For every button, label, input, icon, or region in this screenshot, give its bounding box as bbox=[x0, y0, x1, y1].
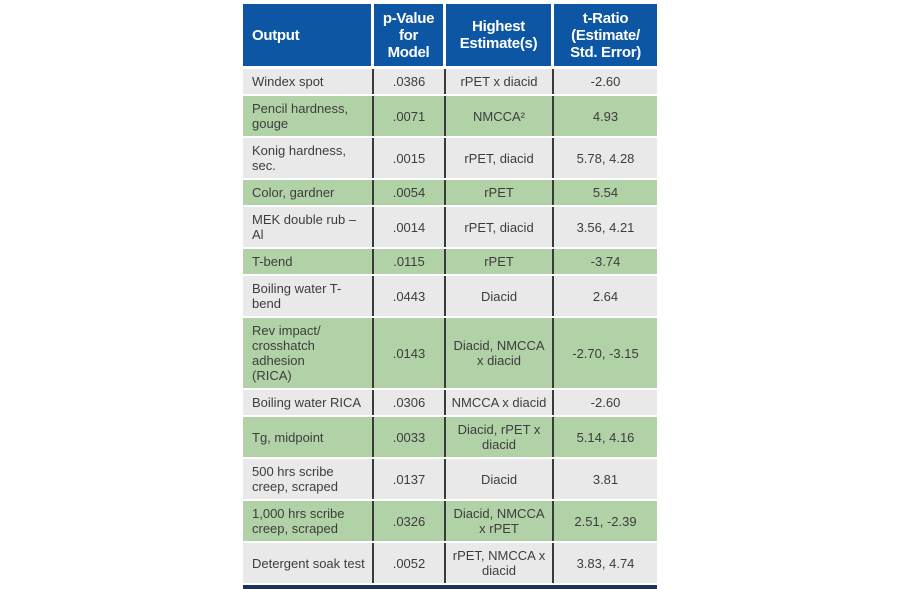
cell-p-value: .0306 bbox=[374, 390, 446, 415]
cell-p-value: .0071 bbox=[374, 96, 446, 136]
cell-p-value: .0015 bbox=[374, 138, 446, 178]
cell-p-value: .0143 bbox=[374, 318, 446, 388]
table-row: Windex spot .0386 rPET x diacid -2.60 bbox=[243, 69, 657, 94]
cell-t-ratio: 3.81 bbox=[554, 459, 657, 499]
table-row: T-bend .0115 rPET -3.74 bbox=[243, 249, 657, 274]
cell-p-value: .0054 bbox=[374, 180, 446, 205]
cell-estimate: rPET x diacid bbox=[446, 69, 554, 94]
cell-p-value: .0137 bbox=[374, 459, 446, 499]
cell-t-ratio: 5.14, 4.16 bbox=[554, 417, 657, 457]
cell-estimate: Diacid, NMCCA x rPET bbox=[446, 501, 554, 541]
cell-output: Pencil hardness, gouge bbox=[243, 96, 374, 136]
cell-output: Konig hardness, sec. bbox=[243, 138, 374, 178]
cell-p-value: .0115 bbox=[374, 249, 446, 274]
cell-output: Detergent soak test bbox=[243, 543, 374, 583]
cell-t-ratio: 5.54 bbox=[554, 180, 657, 205]
header-output: Output bbox=[243, 4, 374, 66]
cell-p-value: .0443 bbox=[374, 276, 446, 316]
cell-t-ratio: -2.60 bbox=[554, 390, 657, 415]
cell-p-value: .0033 bbox=[374, 417, 446, 457]
cell-estimate: Diacid, rPET x diacid bbox=[446, 417, 554, 457]
cell-t-ratio: 3.83, 4.74 bbox=[554, 543, 657, 583]
cell-output: Boiling water T-bend bbox=[243, 276, 374, 316]
header-t-ratio: t-Ratio (Estimate/ Std. Error) bbox=[554, 4, 657, 66]
cell-p-value: .0052 bbox=[374, 543, 446, 583]
cell-t-ratio: 5.78, 4.28 bbox=[554, 138, 657, 178]
cell-output: Rev impact/ crosshatch adhesion (RICA) bbox=[243, 318, 374, 388]
cell-output: Windex spot bbox=[243, 69, 374, 94]
table-header: Output p-Value for Model Highest Estimat… bbox=[243, 4, 657, 66]
cell-estimate: rPET, NMCCA x diacid bbox=[446, 543, 554, 583]
cell-t-ratio: 2.64 bbox=[554, 276, 657, 316]
table-row: MEK double rub – Al .0014 rPET, diacid 3… bbox=[243, 207, 657, 247]
cell-p-value: .0326 bbox=[374, 501, 446, 541]
cell-output: MEK double rub – Al bbox=[243, 207, 374, 247]
cell-output: Tg, midpoint bbox=[243, 417, 374, 457]
cell-t-ratio: 4.93 bbox=[554, 96, 657, 136]
cell-t-ratio: 3.56, 4.21 bbox=[554, 207, 657, 247]
table-row: Color, gardner .0054 rPET 5.54 bbox=[243, 180, 657, 205]
cell-estimate: rPET, diacid bbox=[446, 207, 554, 247]
header-highest-estimate: Highest Estimate(s) bbox=[446, 4, 554, 66]
cell-p-value: .0386 bbox=[374, 69, 446, 94]
cell-estimate: rPET bbox=[446, 249, 554, 274]
cell-output: Boiling water RICA bbox=[243, 390, 374, 415]
cell-estimate: rPET bbox=[446, 180, 554, 205]
header-p-value: p-Value for Model bbox=[374, 4, 446, 66]
cell-estimate: Diacid bbox=[446, 276, 554, 316]
table-row: 1,000 hrs scribe creep, scraped .0326 Di… bbox=[243, 501, 657, 541]
cell-estimate: rPET, diacid bbox=[446, 138, 554, 178]
cell-output: 1,000 hrs scribe creep, scraped bbox=[243, 501, 374, 541]
table-row: Tg, midpoint .0033 Diacid, rPET x diacid… bbox=[243, 417, 657, 457]
cell-output: Color, gardner bbox=[243, 180, 374, 205]
table-row: Detergent soak test .0052 rPET, NMCCA x … bbox=[243, 543, 657, 583]
cell-p-value: .0014 bbox=[374, 207, 446, 247]
results-table: Output p-Value for Model Highest Estimat… bbox=[243, 4, 657, 589]
table-row: 500 hrs scribe creep, scraped .0137 Diac… bbox=[243, 459, 657, 499]
cell-estimate: Diacid, NMCCA x diacid bbox=[446, 318, 554, 388]
table-row: Pencil hardness, gouge .0071 NMCCA² 4.93 bbox=[243, 96, 657, 136]
cell-t-ratio: -2.60 bbox=[554, 69, 657, 94]
figure-canvas: Output p-Value for Model Highest Estimat… bbox=[243, 4, 657, 589]
table-row: Konig hardness, sec. .0015 rPET, diacid … bbox=[243, 138, 657, 178]
cell-output: T-bend bbox=[243, 249, 374, 274]
cell-t-ratio: -3.74 bbox=[554, 249, 657, 274]
cell-estimate: NMCCA² bbox=[446, 96, 554, 136]
cell-output: 500 hrs scribe creep, scraped bbox=[243, 459, 374, 499]
table-body: Windex spot .0386 rPET x diacid -2.60 Pe… bbox=[243, 69, 657, 583]
cell-t-ratio: 2.51, -2.39 bbox=[554, 501, 657, 541]
table-row: Boiling water RICA .0306 NMCCA x diacid … bbox=[243, 390, 657, 415]
table-row: Rev impact/ crosshatch adhesion (RICA) .… bbox=[243, 318, 657, 388]
table-bottom-rule bbox=[243, 585, 657, 589]
cell-t-ratio: -2.70, -3.15 bbox=[554, 318, 657, 388]
table-row: Boiling water T-bend .0443 Diacid 2.64 bbox=[243, 276, 657, 316]
cell-estimate: Diacid bbox=[446, 459, 554, 499]
cell-estimate: NMCCA x diacid bbox=[446, 390, 554, 415]
